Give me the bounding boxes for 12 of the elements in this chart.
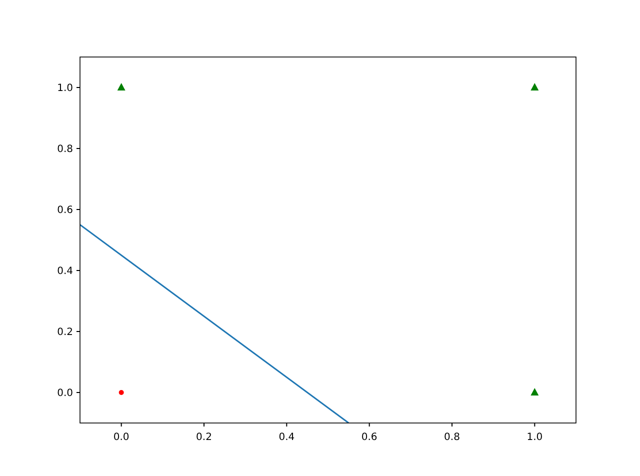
y-tick-label: 0.8	[57, 144, 73, 155]
y-tick-label: 0.0	[57, 388, 73, 399]
x-tick-label: 0.8	[444, 432, 460, 443]
y-tick-label: 0.4	[57, 266, 73, 277]
y-tick-label: 0.6	[57, 205, 73, 216]
x-tick-label: 0.4	[278, 432, 295, 443]
x-tick-label: 0.0	[113, 432, 130, 443]
y-tick-label: 1.0	[57, 83, 73, 94]
x-tick-label: 0.2	[196, 432, 212, 443]
y-tick-label: 0.2	[57, 327, 73, 338]
x-tick-label: 0.6	[361, 432, 378, 443]
x-tick-label: 1.0	[526, 432, 543, 443]
